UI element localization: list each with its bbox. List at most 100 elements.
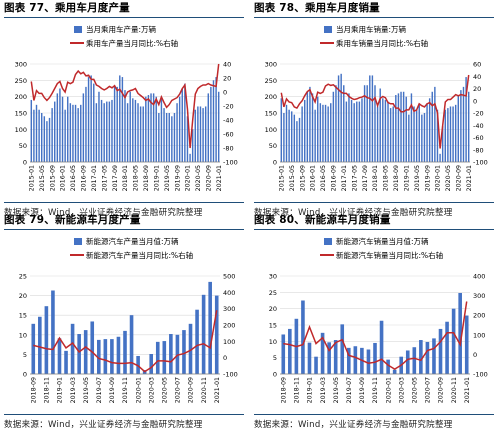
x-tick: 2020-09 [438,377,445,403]
x-tick: 2020-05 [412,377,419,403]
bar [155,96,157,162]
bar [392,369,397,374]
bar [119,75,121,162]
y-tick-right: 0 [223,354,227,362]
bar [134,99,137,162]
bar [374,85,376,162]
y-tick-right: -40 [223,117,234,125]
bar [402,91,405,162]
bar [419,340,423,374]
x-tick: 2016-09 [81,165,88,191]
bar [189,153,191,162]
bar [77,334,81,374]
bar [182,330,186,374]
bar [108,101,111,162]
bar [395,95,397,162]
bar [51,108,53,162]
bar [464,315,469,374]
bar [214,295,219,374]
x-tick: 2019-01 [57,377,64,403]
legend-bar-label: 当月乘用车销量:万辆 [336,24,407,34]
bar [87,77,90,162]
bar [33,109,35,162]
x-tick: 2015-05 [39,165,46,191]
bar [293,114,296,162]
bar [309,86,311,162]
chart-panel-77: 图表 77、乘用车月度产量 当月乘用车产量:万辆 乘用车产量当月同比:%右轴 0 50… [4,0,244,218]
x-tick: 2018-11 [44,377,51,403]
x-tick: 2019-11 [122,377,129,403]
bar [165,113,168,162]
x-tick: 2019-09 [359,377,366,403]
y-tick-right: 0 [223,89,227,97]
y-tick-right: 400 [223,289,235,297]
bar [306,91,309,162]
chart-source: 数据来源：Wind，兴业证券经济与金融研究院整理 [254,202,494,218]
y-tick-left: 200 [15,93,27,101]
bar [98,91,100,162]
chart-source: 数据来源：Wind，兴业证券经济与金融研究院整理 [4,202,244,218]
bar [452,106,454,162]
chart-svg: 当月乘用车产量:万辆乘用车产量当月同比:%右轴05010015020025030… [15,24,238,191]
bar [415,109,418,162]
y-tick-left: 100 [265,126,277,134]
x-tick: 2019-05 [83,377,90,403]
x-tick: 2018-09 [30,377,37,403]
x-tick: 2016-05 [320,165,327,191]
bar [324,104,327,162]
bar [162,341,167,374]
bar [444,109,446,162]
bar [70,323,75,374]
bar [67,96,69,162]
y-tick-right: 200 [223,322,235,330]
x-tick: 2017-01 [91,165,98,191]
y-tick-left: 150 [265,110,277,118]
bar [212,80,215,162]
x-tick: 2021-01 [214,377,221,403]
bar [465,77,467,162]
y-tick-right: 20 [473,85,481,93]
x-tick: 2016-01 [310,165,317,191]
bar [439,153,441,162]
bar [408,114,410,162]
y-tick-left: 50 [269,142,277,150]
bar [158,113,160,162]
bar [345,101,348,162]
bar [418,104,420,162]
x-tick: 2020-05 [162,377,169,403]
y-tick-right: 40 [473,73,481,81]
bar [335,85,337,162]
x-tick: 2020-11 [451,377,458,403]
x-tick: 2019-01 [403,165,410,191]
bar [61,96,64,162]
legend-bar-swatch [74,238,82,245]
bar [51,290,55,374]
bar [363,85,366,162]
bar [405,350,410,374]
y-tick-right: -20 [223,103,234,111]
bar [366,349,371,374]
bar [421,114,423,162]
bar [426,103,428,162]
bar [57,338,62,374]
bar [423,113,426,162]
y-tick-left: 0 [23,159,27,167]
series-line [283,301,468,370]
bar [59,88,61,162]
bar [445,321,449,374]
bar [288,328,292,374]
bar [126,103,129,162]
bar [163,108,165,162]
bar [30,99,33,162]
x-tick: 2020-05 [195,165,202,191]
series-line [280,74,470,149]
y-tick-left: 0 [23,371,27,379]
y-tick-right: 400 [473,273,485,281]
bar [116,86,118,162]
bar [129,91,131,162]
bar [280,98,283,162]
x-tick: 2015-01 [279,165,286,191]
y-tick-left: 100 [15,126,27,134]
bar [361,98,363,162]
bar [123,330,127,374]
